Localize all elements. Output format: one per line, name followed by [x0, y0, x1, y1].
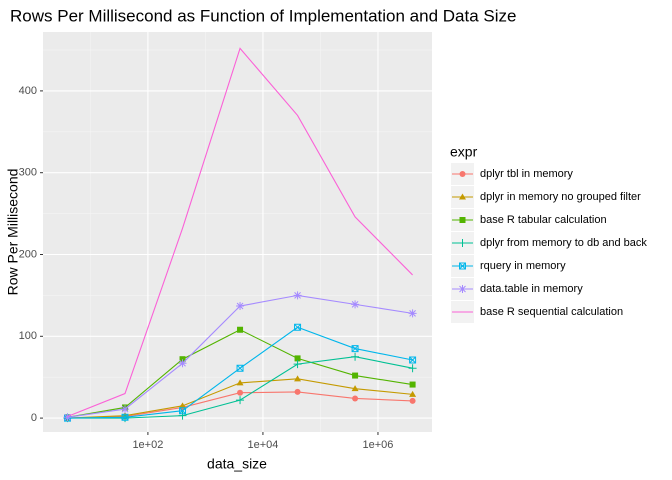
point-shape [237, 326, 244, 333]
x-tick-label: 1e+06 [363, 439, 394, 451]
legend-label: rquery in memory [480, 260, 566, 272]
point-shape [236, 396, 245, 405]
point-shape [178, 359, 187, 368]
point [293, 360, 302, 369]
point [294, 355, 301, 362]
point-shape [237, 389, 244, 396]
legend-label: dplyr from memory to db and back [480, 237, 647, 249]
point [179, 402, 187, 409]
point [351, 345, 359, 353]
point-shape [351, 345, 359, 353]
point [408, 364, 417, 373]
point [236, 302, 245, 311]
point [293, 291, 302, 300]
point [121, 413, 129, 421]
point [178, 359, 187, 368]
point [459, 217, 466, 223]
point [459, 193, 466, 200]
point [352, 372, 359, 379]
point-shape [351, 352, 360, 361]
point-shape [294, 323, 302, 331]
point-shape [294, 375, 302, 382]
point-shape [178, 411, 187, 420]
point [351, 300, 360, 309]
point [236, 364, 244, 372]
point-shape [409, 356, 417, 364]
point-shape [409, 397, 416, 404]
x-tick-label: 1e+04 [247, 439, 278, 451]
point [458, 239, 467, 247]
point-shape [409, 390, 417, 397]
plot-panel [43, 32, 432, 432]
point-shape [458, 239, 467, 247]
point [409, 356, 417, 364]
y-tick-label: 0 [31, 412, 37, 424]
point [179, 407, 187, 415]
point-shape [352, 372, 359, 379]
point-shape [351, 300, 360, 309]
point [179, 356, 186, 363]
point-shape [121, 405, 130, 414]
point-shape [294, 355, 301, 362]
point [409, 397, 416, 404]
y-tick-label: 400 [19, 85, 37, 97]
point-shape [179, 402, 187, 409]
x-tick-label: 1e+02 [132, 439, 163, 451]
point-shape [293, 360, 302, 369]
point-shape [293, 291, 302, 300]
x-axis-label: data_size [207, 456, 267, 472]
point-shape [121, 413, 129, 421]
legend-label: dplyr in memory no grouped filter [480, 191, 641, 203]
point [236, 379, 244, 386]
point-shape [236, 379, 244, 386]
point [294, 388, 301, 395]
y-tick-label: 100 [19, 330, 37, 342]
series-line [67, 47, 413, 417]
point [458, 285, 467, 293]
point-shape [294, 388, 301, 395]
chart-title: Rows Per Millisecond as Function of Impl… [10, 6, 516, 25]
point-shape [179, 356, 186, 363]
point [459, 171, 466, 177]
point [236, 396, 245, 405]
point [237, 326, 244, 333]
point [294, 323, 302, 331]
legend-label: dplyr tbl in memory [480, 168, 573, 180]
point-shape [409, 381, 416, 388]
y-axis-label: Row Per Millisecond [5, 169, 21, 296]
point-shape [352, 395, 359, 402]
point-shape [459, 171, 466, 177]
point [459, 262, 466, 270]
point [409, 390, 417, 397]
legend-label: base R tabular calculation [480, 214, 607, 226]
point [351, 352, 360, 361]
point [352, 395, 359, 402]
point-shape [408, 364, 417, 373]
point-shape [179, 407, 187, 415]
point-shape [63, 413, 72, 422]
point-shape [459, 217, 466, 223]
y-tick-label: 200 [19, 248, 37, 260]
point [178, 411, 187, 420]
point [408, 309, 417, 318]
point [121, 405, 130, 414]
point [351, 385, 359, 392]
point [409, 381, 416, 388]
point [63, 413, 72, 422]
y-tick-label: 300 [19, 167, 37, 179]
legend-label: data.table in memory [480, 283, 583, 295]
point-shape [408, 309, 417, 318]
point-shape [236, 302, 245, 311]
point [294, 375, 302, 382]
legend-label: base R sequential calculation [480, 306, 623, 318]
point-shape [236, 364, 244, 372]
point-shape [351, 385, 359, 392]
legend-title: expr [450, 144, 478, 160]
point-shape [459, 193, 466, 200]
point-shape [458, 285, 467, 293]
point [237, 389, 244, 396]
point-shape [459, 262, 466, 270]
